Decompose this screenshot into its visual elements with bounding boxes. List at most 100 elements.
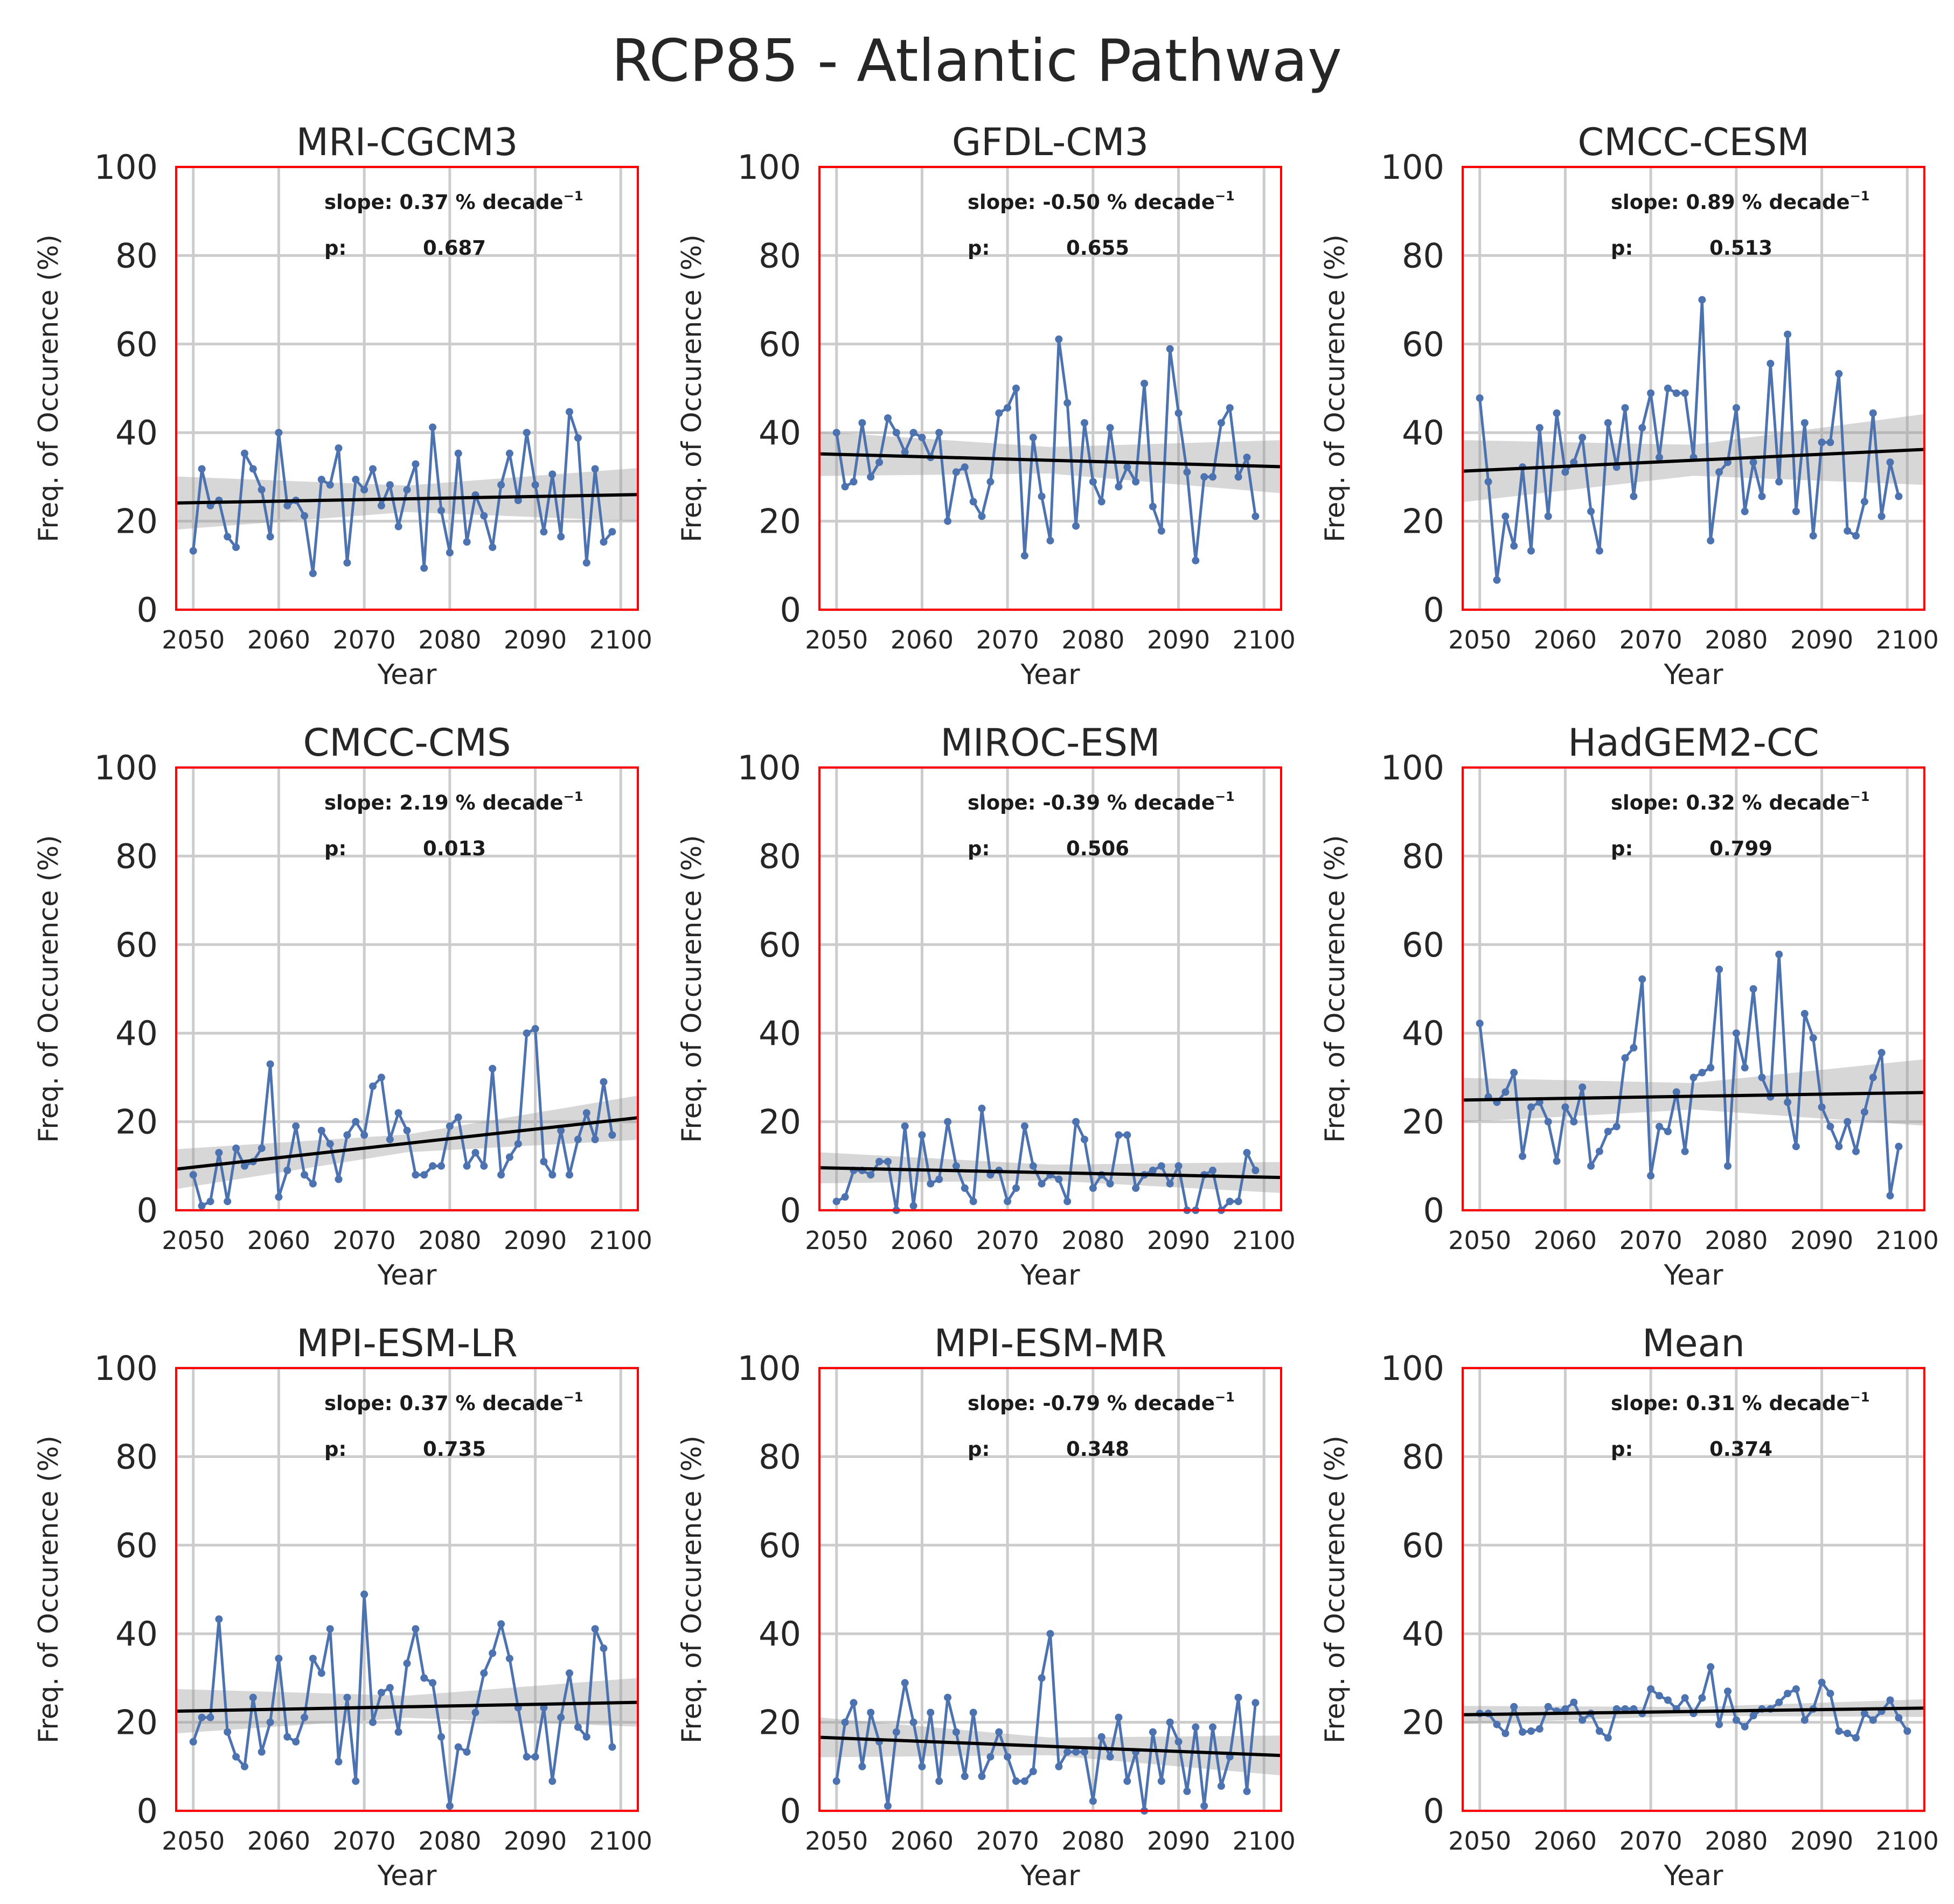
data-point: [1038, 1180, 1046, 1188]
data-point: [1510, 542, 1518, 550]
data-point: [497, 1171, 505, 1178]
data-point: [1784, 1690, 1791, 1697]
data-point: [1587, 508, 1595, 515]
x-tick-label: 2050: [805, 1826, 868, 1856]
data-point: [1166, 1180, 1174, 1188]
data-point: [497, 1620, 505, 1628]
x-tick-label: 2090: [1147, 625, 1210, 654]
data-point: [1758, 493, 1766, 500]
data-point: [215, 1615, 222, 1623]
y-tick-label: 100: [94, 1349, 158, 1388]
data-point: [301, 1714, 308, 1721]
x-axis-label: Year: [377, 1860, 437, 1892]
y-tick-label: 40: [115, 413, 158, 452]
slope-superscript: −1: [1850, 789, 1870, 804]
data-point: [1630, 1044, 1637, 1051]
data-point: [455, 450, 462, 457]
data-point: [1004, 1198, 1011, 1205]
data-point: [404, 486, 411, 493]
data-point: [1895, 1714, 1902, 1721]
slope-text: slope: 0.89 % decade: [1611, 191, 1850, 214]
data-point: [1724, 1162, 1732, 1170]
panel-title: MPI-ESM-LR: [296, 1321, 517, 1365]
p-value: 0.687: [423, 236, 486, 260]
data-point: [1115, 1714, 1123, 1721]
figure: RCP85 - Atlantic Pathway MRI-CGCM3020406…: [0, 0, 1954, 1904]
data-point: [1733, 404, 1740, 412]
data-point: [970, 1709, 977, 1717]
data-point: [574, 434, 582, 442]
data-point: [224, 1728, 231, 1736]
data-point: [386, 1684, 394, 1692]
data-point: [1158, 527, 1165, 535]
panel-5: MIROC-ESM0204060801002050 2060 2070 2080 209…: [676, 721, 1296, 1292]
y-tick-label: 20: [759, 1103, 801, 1142]
data-point: [532, 1025, 539, 1033]
data-point: [1175, 1162, 1183, 1170]
slope-superscript: −1: [1850, 1390, 1870, 1405]
data-point: [952, 1162, 960, 1170]
data-point: [472, 1149, 479, 1156]
data-point: [1536, 424, 1543, 431]
data-point: [1561, 1705, 1569, 1713]
data-point: [1047, 1630, 1054, 1637]
data-point: [1604, 1128, 1612, 1135]
data-point: [378, 1073, 385, 1081]
data-point: [850, 1699, 858, 1706]
data-point: [1570, 1699, 1577, 1706]
data-point: [1545, 1118, 1552, 1126]
x-tick-label: 2090: [1790, 625, 1853, 654]
data-point: [224, 533, 231, 540]
data-point: [343, 1131, 351, 1139]
data-point: [404, 1659, 411, 1667]
data-point: [1243, 1788, 1251, 1795]
data-point: [369, 465, 377, 473]
y-axis-label: Freq. of Occurence (%): [1319, 835, 1351, 1143]
slope-annotation: slope: -0.39 % decade−1: [968, 789, 1235, 814]
y-axis-label: Freq. of Occurence (%): [33, 835, 64, 1143]
p-value: 0.506: [1066, 837, 1129, 860]
data-point: [1775, 1699, 1783, 1706]
p-label: p:: [324, 236, 346, 260]
data-point: [292, 1122, 300, 1130]
data-point: [1724, 1687, 1732, 1695]
data-point: [1107, 1753, 1114, 1761]
data-point: [1158, 1162, 1165, 1170]
data-point: [1869, 1073, 1877, 1081]
data-point: [1183, 468, 1191, 476]
data-point: [249, 1694, 257, 1701]
data-point: [301, 1171, 308, 1178]
data-point: [283, 1733, 291, 1741]
x-tick-label: 2090: [504, 1826, 567, 1856]
p-label: p:: [324, 1438, 346, 1461]
data-point: [207, 1714, 214, 1721]
slope-annotation: slope: -0.79 % decade−1: [968, 1390, 1235, 1415]
data-point: [1801, 1010, 1809, 1017]
data-point: [1561, 1104, 1569, 1111]
data-point: [480, 1669, 488, 1677]
x-tick-label: 2080: [418, 1226, 481, 1255]
data-point: [1656, 1692, 1663, 1699]
p-label: p:: [968, 1438, 990, 1461]
data-point: [523, 1753, 531, 1761]
data-point: [1852, 1148, 1860, 1155]
data-point: [335, 1758, 343, 1766]
data-point: [935, 1777, 943, 1785]
data-point: [1141, 380, 1148, 387]
data-point: [1536, 1725, 1543, 1733]
data-point: [1630, 493, 1637, 500]
x-tick-label: 2100: [1233, 625, 1296, 654]
data-point: [1021, 1777, 1028, 1785]
data-point: [1818, 1104, 1826, 1111]
data-point: [548, 1777, 556, 1785]
data-point: [1510, 1703, 1518, 1711]
data-point: [1587, 1162, 1595, 1170]
panel-title: MRI-CGCM3: [296, 120, 518, 164]
p-label: p:: [324, 837, 346, 860]
data-point: [506, 1655, 513, 1662]
slope-annotation: slope: 0.31 % decade−1: [1611, 1390, 1869, 1415]
data-point: [386, 481, 394, 489]
data-point: [258, 1145, 266, 1152]
y-tick-label: 20: [759, 502, 801, 541]
x-tick-label: 2100: [1876, 1826, 1939, 1856]
